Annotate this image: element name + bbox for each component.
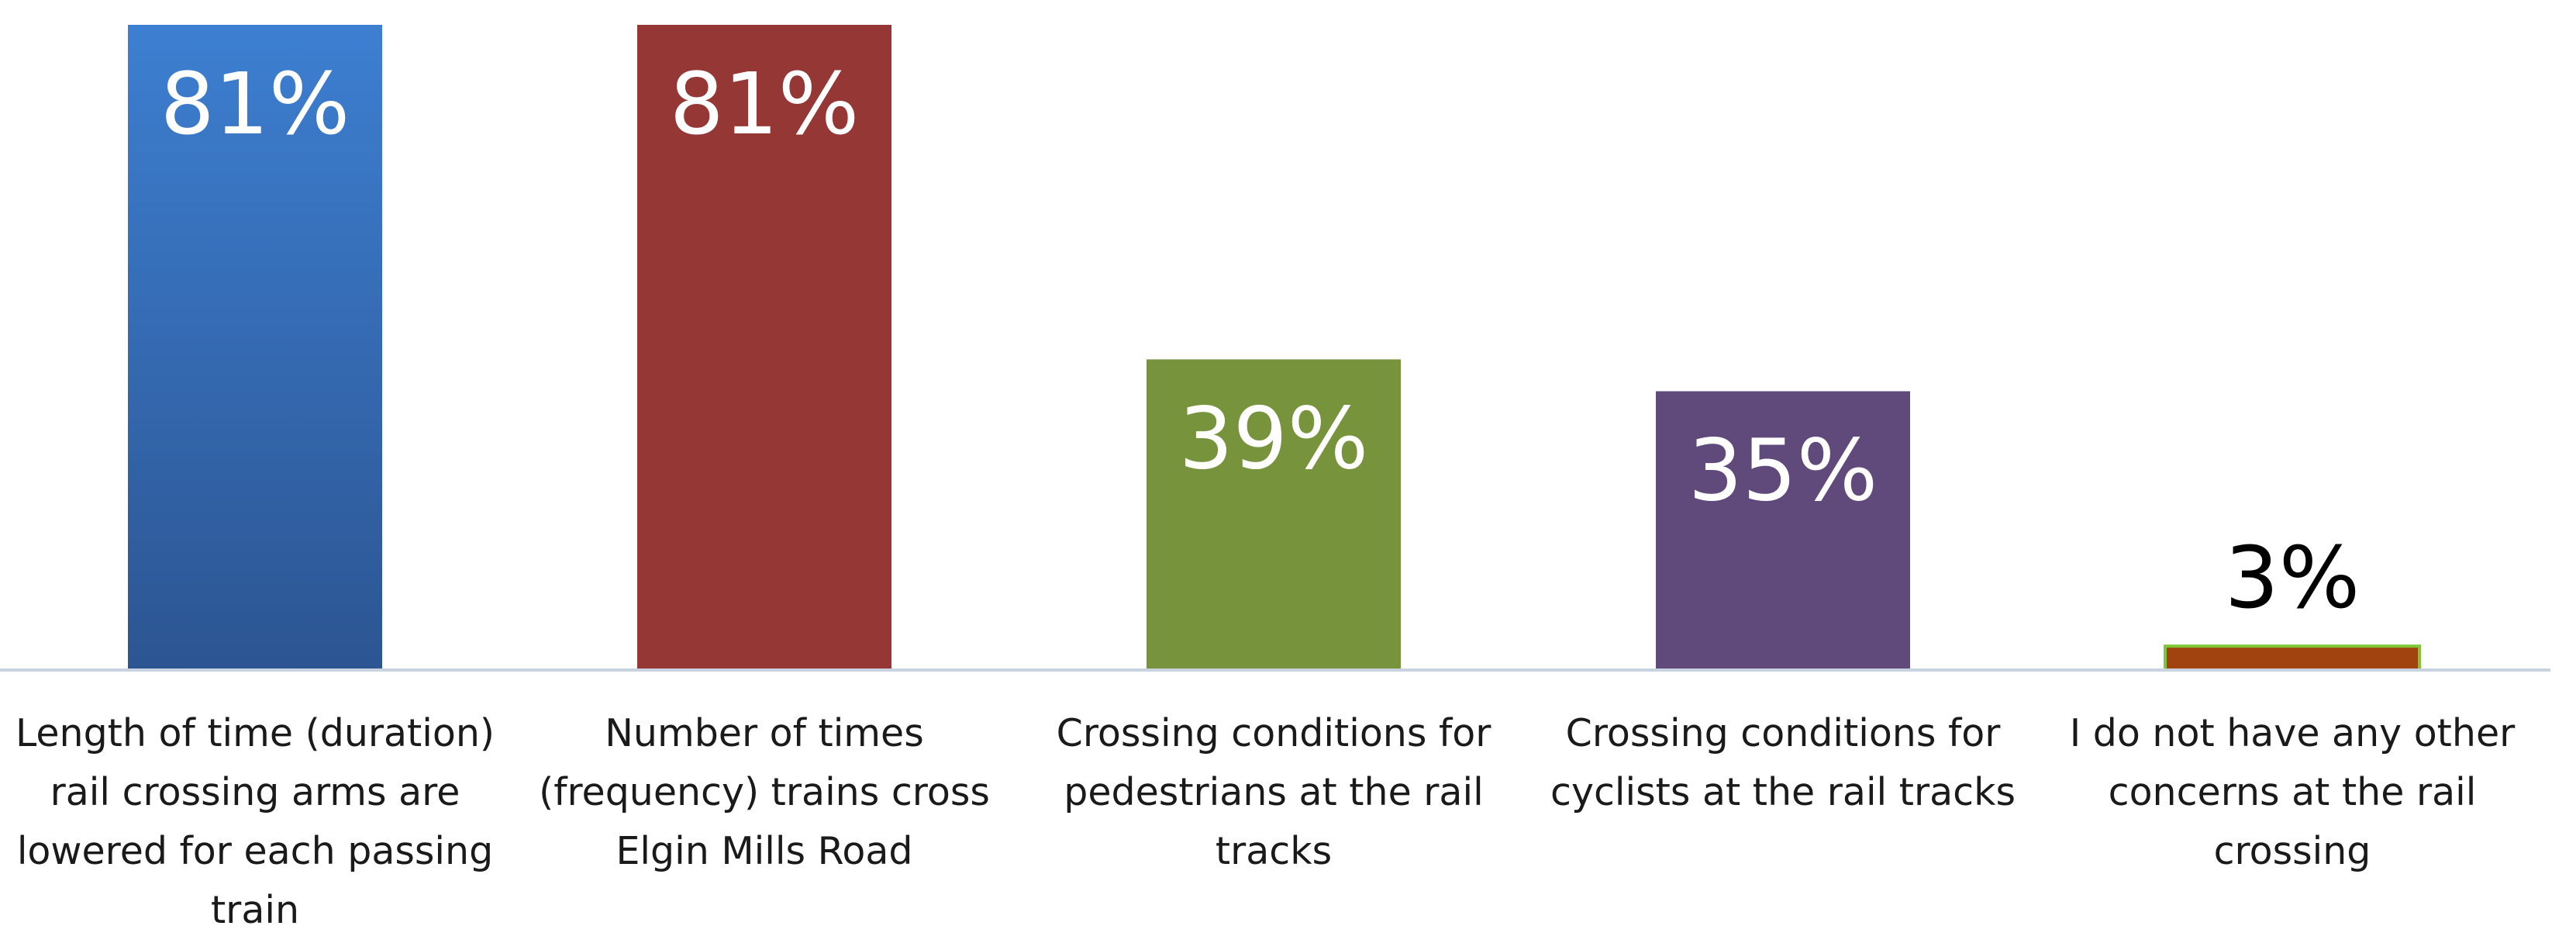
bar-5 [2164,644,2421,672]
value-label-1: 81% [160,54,350,154]
category-label-line: tracks [1216,829,1332,873]
category-label-line: rail crossing arms are [50,770,460,814]
bar-1 [128,25,382,670]
category-label-4: Crossing conditions for cyclists at the r… [1550,711,2016,814]
value-labels-layer: 81% 81% 39% 35% 3% [160,54,2360,627]
category-label-line: concerns at the rail [2109,770,2477,814]
category-label-line: pedestrians at the rail [1064,770,1483,814]
bar-2 [637,25,891,670]
bars-layer [128,25,2421,672]
category-label-line: lowered for each passing [17,829,493,873]
category-label-line: Elgin Mills Road [616,829,912,873]
category-label-line: cyclists at the rail tracks [1550,770,2016,814]
category-label-line: crossing [2214,829,2371,873]
category-label-1: Length of time (duration) rail crossing a… [16,711,495,932]
category-label-line: I do not have any other [2070,711,2516,755]
value-label-2: 81% [670,54,860,154]
value-label-4: 35% [1688,420,1878,520]
category-labels-layer: Length of time (duration) rail crossing a… [16,711,2516,932]
category-label-line: Crossing conditions for [1566,711,2002,755]
bar-4 [1656,391,1910,670]
value-label-3: 39% [1179,389,1369,488]
bar-3 [1147,359,1401,670]
value-label-5: 3% [2225,528,2360,627]
category-label-line: Number of times [605,711,923,755]
category-label-line: (frequency) trains cross [539,770,990,814]
category-label-2: Number of times (frequency) trains cross E… [539,711,990,873]
category-label-3: Crossing conditions for pedestrians at th… [1057,711,1492,873]
category-label-5: I do not have any other concerns at the r… [2070,711,2516,873]
category-label-line: train [211,888,299,932]
category-label-line: Crossing conditions for [1057,711,1492,755]
category-label-line: Length of time (duration) [16,711,495,755]
